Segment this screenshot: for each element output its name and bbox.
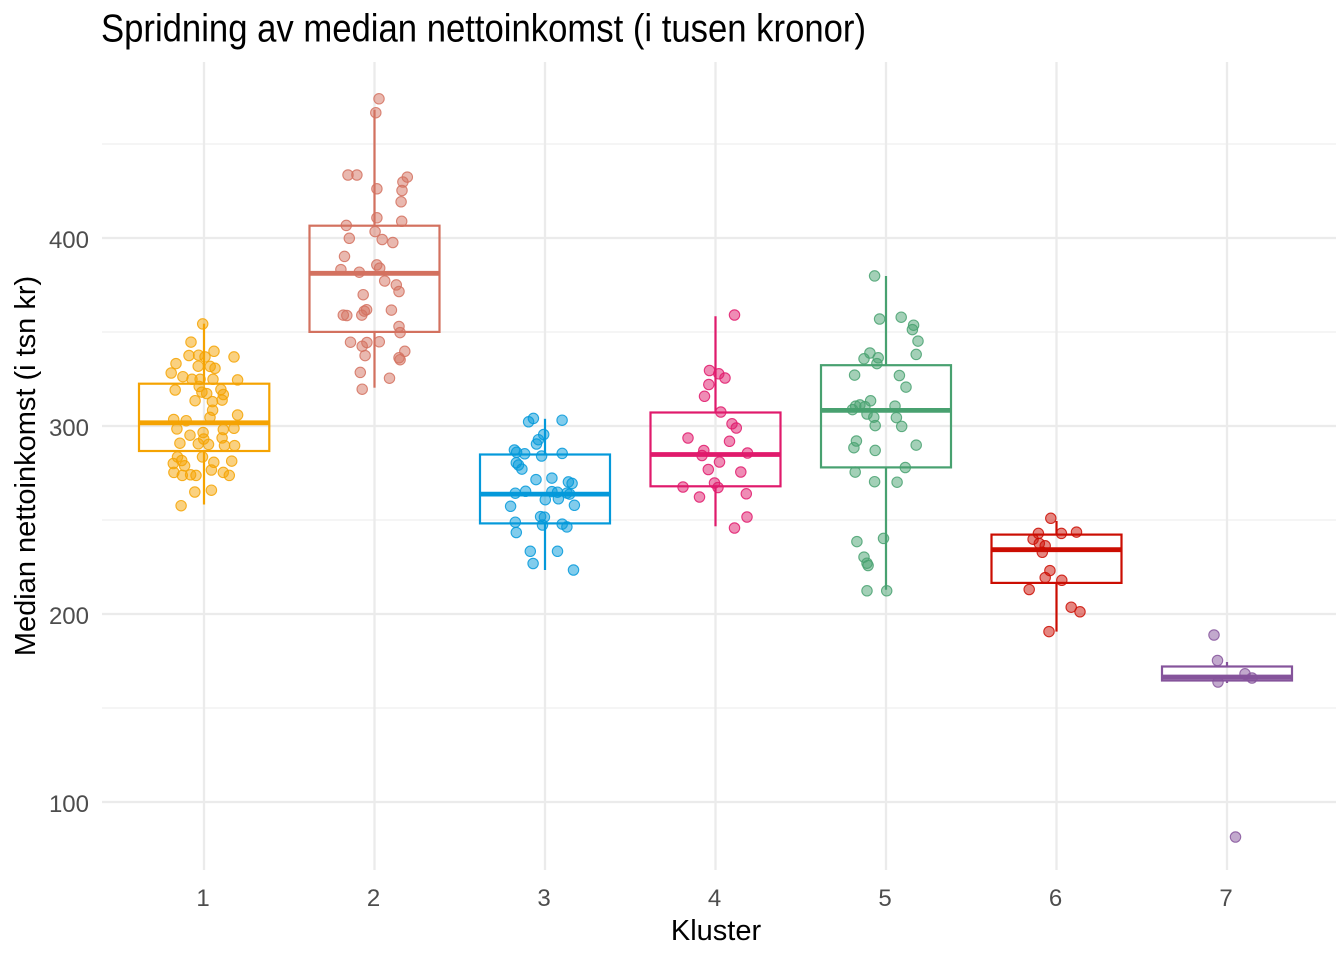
svg-text:300: 300: [49, 415, 89, 442]
svg-text:3: 3: [537, 885, 550, 912]
svg-text:200: 200: [49, 603, 89, 630]
svg-text:Spridning av median nettoinkom: Spridning av median nettoinkomst (i tuse…: [101, 8, 866, 51]
svg-text:7: 7: [1219, 885, 1232, 912]
svg-text:5: 5: [878, 885, 891, 912]
svg-text:2: 2: [367, 885, 380, 912]
svg-text:Kluster: Kluster: [671, 915, 762, 947]
svg-text:100: 100: [49, 791, 89, 818]
svg-text:6: 6: [1049, 885, 1062, 912]
svg-text:Median nettoinkomst (i tsn kr): Median nettoinkomst (i tsn kr): [10, 276, 42, 656]
svg-text:4: 4: [708, 885, 721, 912]
svg-text:1: 1: [196, 885, 209, 912]
svg-text:400: 400: [49, 227, 89, 254]
